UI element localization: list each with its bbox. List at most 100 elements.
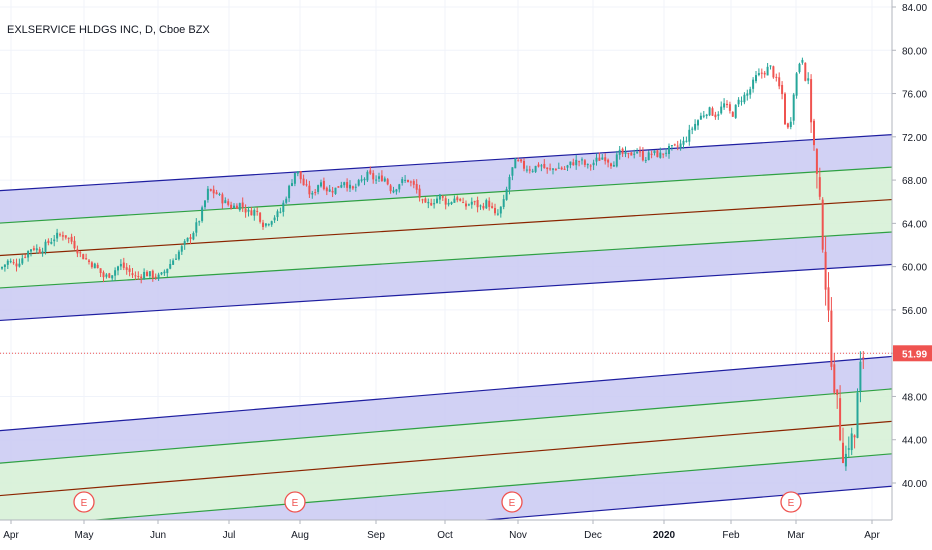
earnings-marker-label: E xyxy=(788,498,795,509)
candle-body xyxy=(82,254,85,260)
candle-body xyxy=(528,169,531,171)
candle-body xyxy=(105,274,108,277)
candle-body xyxy=(134,275,137,277)
candle-body xyxy=(450,202,453,205)
candle-body xyxy=(360,179,363,181)
candle-body xyxy=(728,104,731,111)
earnings-marker-label: E xyxy=(292,498,299,509)
candle-body xyxy=(853,435,856,438)
candle-body xyxy=(621,148,624,154)
candle-body xyxy=(47,240,50,243)
candle-body xyxy=(775,76,778,78)
candle-body xyxy=(111,275,114,279)
candle-body xyxy=(763,72,766,75)
candle-body xyxy=(702,115,705,117)
candle-body xyxy=(488,200,491,207)
candle-body xyxy=(705,114,708,116)
channel-outer-line xyxy=(0,134,893,192)
candle-body xyxy=(650,153,653,155)
candle-body xyxy=(566,165,569,168)
candle-body xyxy=(73,240,76,249)
candle-body xyxy=(757,73,760,75)
candle-body xyxy=(827,287,830,311)
candle-body xyxy=(189,237,192,239)
candle-body xyxy=(372,173,375,180)
candle-body xyxy=(737,99,740,105)
candle-body xyxy=(552,168,554,170)
candle-body xyxy=(462,202,465,204)
candle-body xyxy=(557,167,560,169)
candle-body xyxy=(212,189,215,194)
candle-body xyxy=(589,165,592,167)
time-tick-label: Mar xyxy=(787,530,805,541)
candle-body xyxy=(166,268,169,274)
candle-body xyxy=(30,249,32,252)
candle-body xyxy=(108,273,111,278)
candle-body xyxy=(639,151,641,153)
candle-body xyxy=(641,151,644,161)
candle-body xyxy=(665,152,668,154)
regression-channel xyxy=(0,134,893,322)
candle-body xyxy=(766,66,769,76)
candle-body xyxy=(514,158,517,169)
candle-body xyxy=(772,66,775,78)
price-tick-label: 40.00 xyxy=(902,479,927,490)
candle-body xyxy=(534,165,537,172)
candle-body xyxy=(839,398,842,441)
candle-body xyxy=(436,198,438,204)
candle-body xyxy=(679,143,682,148)
candle-body xyxy=(404,179,407,181)
candle-body xyxy=(343,182,346,186)
candle-body xyxy=(560,167,563,170)
candle-body xyxy=(262,222,264,227)
candle-body xyxy=(90,262,93,268)
candle-body xyxy=(244,208,247,213)
channel-inner-line xyxy=(0,388,893,464)
candle-body xyxy=(163,271,166,274)
candle-body xyxy=(604,157,607,162)
last-price-badge xyxy=(893,345,932,362)
candle-body xyxy=(235,205,238,209)
candle-body xyxy=(44,241,47,252)
time-tick-label: Apr xyxy=(864,530,880,541)
candle-body xyxy=(64,235,67,238)
candle-body xyxy=(56,232,59,239)
candle-body xyxy=(644,159,647,161)
candle-body xyxy=(334,187,337,194)
candle-body xyxy=(554,169,557,171)
candle-body xyxy=(328,189,331,192)
candle-body xyxy=(99,268,102,274)
candle-body xyxy=(169,263,172,269)
candle-body xyxy=(380,175,383,182)
channel-outer-line xyxy=(0,263,893,322)
candle-body xyxy=(760,72,763,74)
candle-body xyxy=(850,433,853,451)
candle-body xyxy=(186,237,189,242)
earnings-marker-label: E xyxy=(509,498,516,509)
candle-body xyxy=(859,361,862,391)
candle-body xyxy=(285,198,288,203)
candle-body xyxy=(662,153,665,155)
candle-body xyxy=(807,78,810,81)
candle-body xyxy=(331,190,334,193)
candle-body xyxy=(386,179,389,185)
candle-body xyxy=(18,263,21,267)
candle-body xyxy=(636,152,639,154)
candle-body xyxy=(137,275,140,277)
candle-body xyxy=(320,182,322,187)
candle-body xyxy=(357,180,360,186)
candle-body xyxy=(140,276,143,279)
candle-body xyxy=(117,266,119,271)
candle-body xyxy=(61,235,64,237)
candle-body xyxy=(789,121,792,128)
candle-body xyxy=(618,149,621,155)
candle-body xyxy=(314,192,317,194)
candle-body xyxy=(433,203,436,205)
earnings-marker: E xyxy=(73,491,95,513)
candle-body xyxy=(847,448,850,450)
candle-body xyxy=(781,85,784,95)
candle-body xyxy=(340,185,343,188)
candle-body xyxy=(726,103,728,106)
candle-body xyxy=(749,89,752,95)
